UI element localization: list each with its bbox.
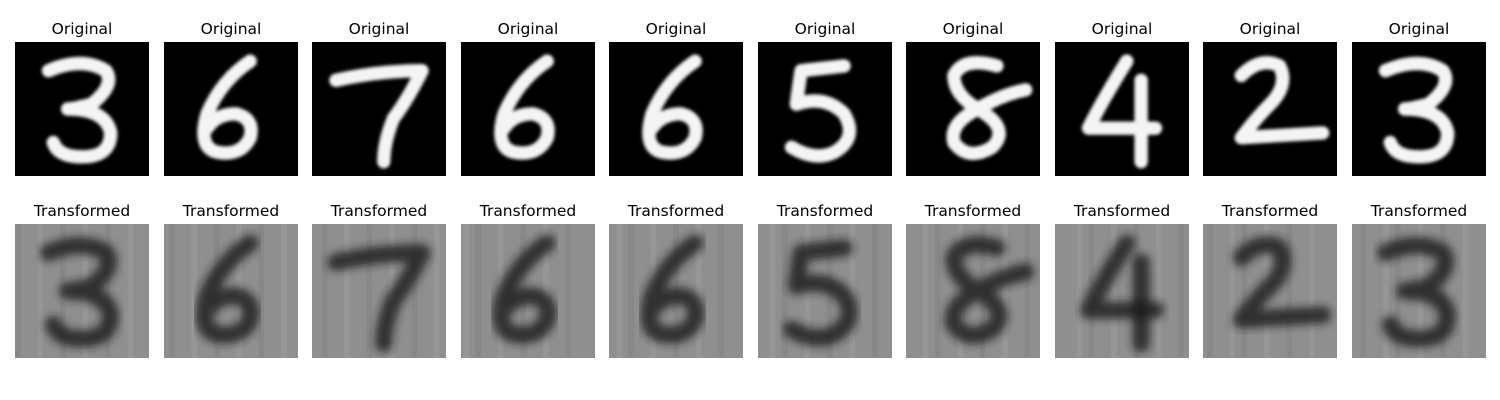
original-digit-graphic: [758, 42, 892, 176]
transformed-title: Transformed: [479, 202, 577, 220]
transformed-digit-graphic: [1055, 224, 1189, 358]
original-digit-image: [1055, 42, 1189, 176]
transformed-digit-image: [906, 224, 1040, 358]
original-title: Original: [942, 20, 1004, 38]
transformed-digit-graphic: [312, 224, 446, 358]
transformed-title: Transformed: [1370, 202, 1468, 220]
original-digit-image: [164, 42, 298, 176]
original-title: Original: [645, 20, 707, 38]
transformed-digit-graphic: [609, 224, 743, 358]
transformed-title: Transformed: [33, 202, 131, 220]
original-digit-graphic: [609, 42, 743, 176]
transformed-digit-graphic: [906, 224, 1040, 358]
original-digit-image: [906, 42, 1040, 176]
original-digit-graphic: [906, 42, 1040, 176]
original-title: Original: [497, 20, 559, 38]
transformed-digit-image: [758, 224, 892, 358]
original-digit-image: [15, 42, 149, 176]
original-digit-image: [1203, 42, 1337, 176]
transformed-digit-image: [1203, 224, 1337, 358]
original-title: Original: [794, 20, 856, 38]
original-digit-graphic: [15, 42, 149, 176]
original-digit-graphic: [312, 42, 446, 176]
transformed-digit-graphic: [15, 224, 149, 358]
transformed-digit-image: [164, 224, 298, 358]
transformed-digit-graphic: [461, 224, 595, 358]
transformed-digit-graphic: [758, 224, 892, 358]
transformed-title: Transformed: [330, 202, 428, 220]
original-digit-graphic: [461, 42, 595, 176]
original-digit-image: [461, 42, 595, 176]
original-title: Original: [348, 20, 410, 38]
transformed-title: Transformed: [1221, 202, 1319, 220]
transformed-digit-image: [312, 224, 446, 358]
original-title: Original: [51, 20, 113, 38]
transformed-title: Transformed: [1073, 202, 1171, 220]
transformed-digit-graphic: [164, 224, 298, 358]
original-digit-image: [609, 42, 743, 176]
original-digit-image: [758, 42, 892, 176]
original-digit-graphic: [1055, 42, 1189, 176]
transformed-digit-image: [15, 224, 149, 358]
transformed-digit-image: [1055, 224, 1189, 358]
original-title: Original: [1091, 20, 1153, 38]
original-digit-graphic: [164, 42, 298, 176]
original-digit-graphic: [1352, 42, 1486, 176]
original-digit-image: [312, 42, 446, 176]
transformed-digit-image: [609, 224, 743, 358]
original-title: Original: [1239, 20, 1301, 38]
transformed-title: Transformed: [776, 202, 874, 220]
original-title: Original: [200, 20, 262, 38]
transformed-digit-image: [1352, 224, 1486, 358]
transformed-digit-image: [461, 224, 595, 358]
transformed-digit-graphic: [1352, 224, 1486, 358]
original-digit-graphic: [1203, 42, 1337, 176]
transformed-title: Transformed: [627, 202, 725, 220]
transformed-digit-graphic: [1203, 224, 1337, 358]
transformed-title: Transformed: [924, 202, 1022, 220]
original-digit-image: [1352, 42, 1486, 176]
original-title: Original: [1388, 20, 1450, 38]
transformed-title: Transformed: [182, 202, 280, 220]
